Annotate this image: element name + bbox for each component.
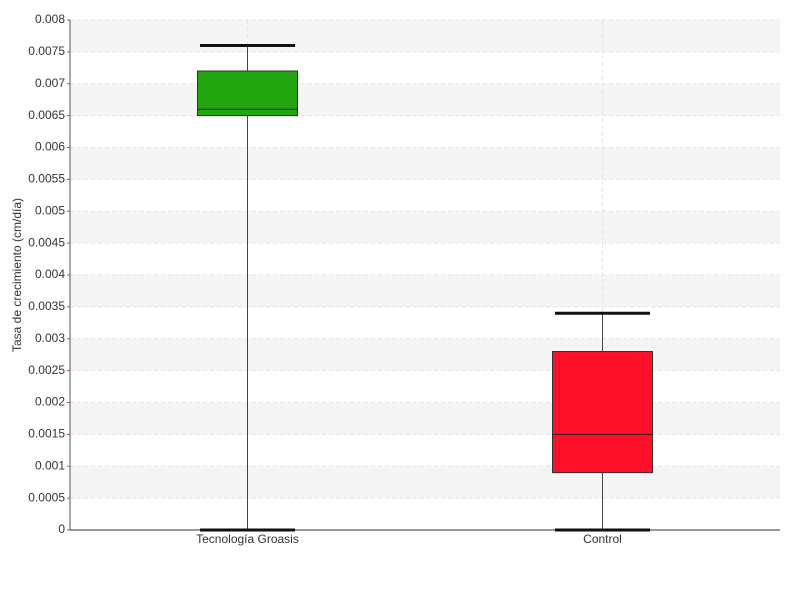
grid-band xyxy=(70,20,780,52)
grid-band xyxy=(70,402,780,435)
grid-band xyxy=(70,211,780,244)
y-tick-label: 0.0045 xyxy=(28,235,65,249)
y-tick-label: 0.0075 xyxy=(28,44,65,58)
y-tick-label: 0.003 xyxy=(35,331,65,345)
y-tick-label: 0.004 xyxy=(35,267,65,281)
grid-band xyxy=(70,466,780,499)
y-tick-label: 0.006 xyxy=(35,140,65,154)
grid-band xyxy=(70,147,780,180)
grid-band xyxy=(70,275,780,307)
y-axis-label: Tasa de crecimiento (cm/día) xyxy=(10,198,24,352)
y-tick-label: 0.002 xyxy=(35,395,65,409)
y-tick-label: 0 xyxy=(58,522,65,536)
box xyxy=(197,70,298,117)
y-tick-label: 0.0055 xyxy=(28,172,65,186)
x-tick-label: Tecnología Groasis xyxy=(196,532,299,546)
x-tick-label: Control xyxy=(583,532,622,546)
y-tick-label: 0.007 xyxy=(35,76,65,90)
y-tick-label: 0.001 xyxy=(35,458,65,472)
y-tick-label: 0.0015 xyxy=(28,427,65,441)
y-tick-label: 0.0035 xyxy=(28,299,65,313)
y-tick-label: 0.0005 xyxy=(28,490,65,504)
y-tick-label: 0.0025 xyxy=(28,363,65,377)
box xyxy=(552,351,653,474)
grid-band xyxy=(70,83,780,116)
grid-band xyxy=(70,338,780,371)
y-tick-label: 0.0065 xyxy=(28,108,65,122)
y-tick-label: 0.008 xyxy=(35,12,65,26)
y-tick-label: 0.005 xyxy=(35,203,65,217)
